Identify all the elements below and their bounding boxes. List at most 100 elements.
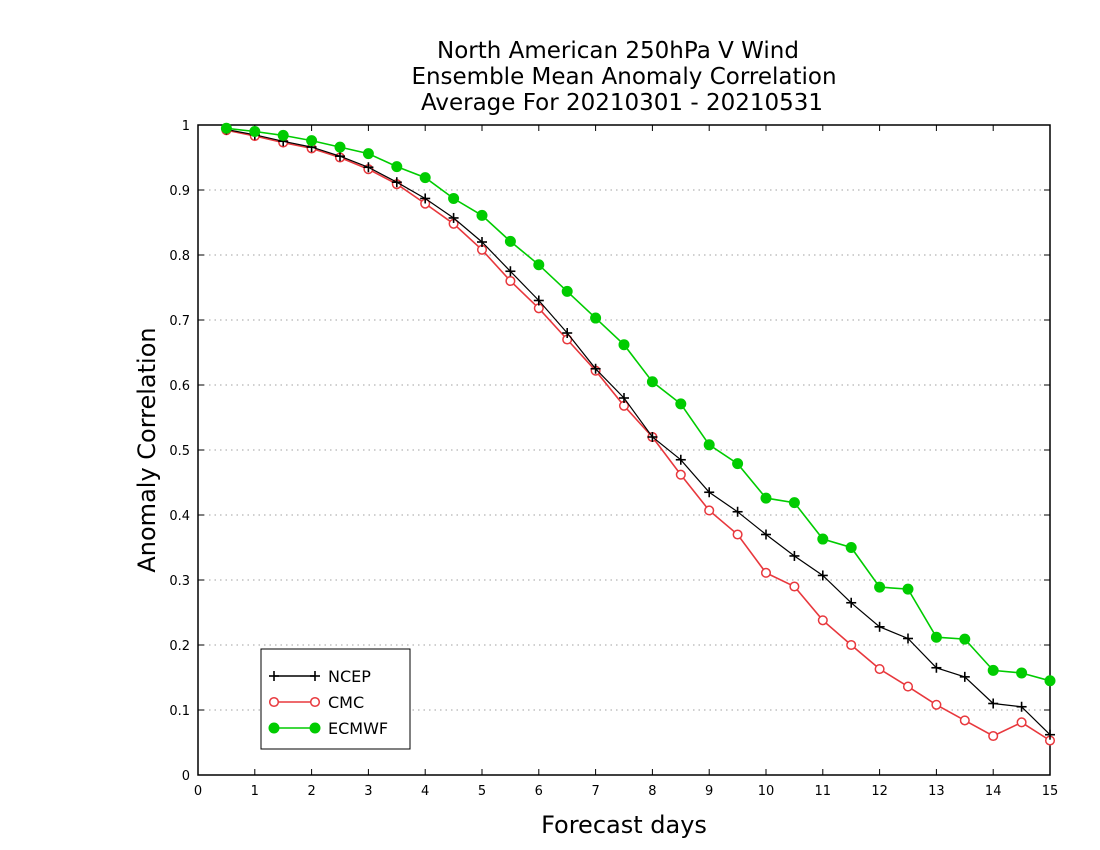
ecmwf-point [732,458,744,470]
ecmwf-point [334,141,346,153]
x-tick-label: 4 [421,784,429,799]
y-tick-label: 0.7 [169,314,190,329]
cmc-point [704,505,715,516]
cmc-point [931,699,942,710]
ecmwf-point [249,126,261,137]
ecmwf-point [703,439,715,451]
legend-marker-cmc [268,696,280,708]
ecmwf-point [987,664,999,676]
x-tick-label: 11 [815,784,832,799]
ecmwf-point [788,497,800,509]
ncep-point [903,633,913,644]
title-line-2: Ensemble Mean Anomaly Correlation [411,64,836,90]
x-axis-label: Forecast days [541,811,707,839]
cmc-point [732,529,743,540]
legend-label-ncep: NCEP [328,667,371,686]
title-line-1: North American 250hPa V Wind [437,38,799,64]
x-tick-label: 7 [591,784,599,799]
x-tick-label: 8 [648,784,656,799]
ecmwf-point [930,631,942,643]
x-tick-label: 15 [1042,784,1059,799]
y-tick-label: 0.3 [169,574,190,589]
cmc-point [988,730,999,742]
axis-ticks: 00.10.20.30.40.50.60.70.80.910 1 2 3 4 5 6 7 8 9 1… [169,119,1058,799]
legend-item-ncep: NCEP [269,667,371,686]
y-tick-label: 0.6 [169,379,190,394]
ecmwf-series [220,122,1056,687]
ncep-point [732,506,743,517]
legend-marker-ecmwf [309,722,321,734]
ncep-point [988,698,999,709]
legend-marker-ncep [310,671,320,681]
ecmwf-point [391,161,403,173]
ncep-point [1045,729,1055,740]
ecmwf-point [646,376,658,388]
ncep-point [846,597,857,608]
ncep-point [391,177,402,188]
cmc-point [675,469,686,480]
x-tick-label: 0 [194,784,202,799]
ncep-point [363,162,374,173]
y-tick-label: 0 [182,769,190,784]
ncep-point [931,662,942,673]
ncep-point [533,295,544,306]
cmc-point [789,581,800,592]
y-axis-label: Anomaly Correlation [133,327,161,572]
ecmwf-point [533,259,545,271]
ncep-point [675,454,686,465]
ecmwf-point [561,285,573,297]
ncep-point [874,621,885,632]
series-layer [220,122,1056,746]
ecmwf-point [845,542,857,553]
ncep-line [226,128,1051,736]
x-tick-label: 14 [985,784,1002,799]
ncep-point [761,529,771,540]
ncep-point [789,550,800,561]
y-tick-label: 0.9 [169,184,190,199]
legend-label-ecmwf: ECMWF [328,719,388,738]
x-tick-label: 6 [535,784,543,799]
ecmwf-point [618,339,630,351]
legend-marker-ncep [269,671,279,681]
ncep-point [562,328,573,338]
ncep-point [420,193,431,204]
y-tick-label: 1 [182,119,190,134]
ecmwf-point [902,583,914,595]
ecmwf-point [959,633,971,645]
legend-item-cmc: CMC [268,693,364,712]
x-tick-label: 1 [251,784,259,799]
cmc-point [846,639,857,651]
ecmwf-point [476,209,488,221]
legend-marker-ecmwf [268,722,280,734]
ecmwf-line [226,127,1051,682]
ncep-point [959,671,970,682]
legend-item-ecmwf: ECMWF [268,719,388,738]
legend-marker-cmc [309,696,321,708]
title-line-3: Average For 20210301 - 20210531 [421,90,823,116]
cmc-point [902,681,914,692]
legend: NCEP CMC ECMWF [260,648,411,750]
x-tick-label: 3 [364,784,372,799]
legend-box [260,648,411,750]
gridlines [198,189,1050,711]
ecmwf-point [504,235,516,247]
ncep-point [704,487,715,498]
x-tick-label: 9 [705,784,713,799]
cmc-point [874,664,885,675]
legend-label-cmc: CMC [328,693,364,712]
y-tick-label: 0.4 [169,509,190,524]
ecmwf-point [1016,667,1028,679]
x-tick-label: 5 [478,784,486,799]
x-tick-label: 13 [928,784,945,799]
cmc-point [505,275,516,287]
ncep-point [647,432,658,442]
ecmwf-point [362,148,374,160]
ecmwf-point [817,533,829,545]
chart-title: North American 250hPa V Wind Ensemble Me… [411,38,836,116]
ecmwf-point [448,192,460,204]
ecmwf-point [306,135,318,147]
x-tick-label: 10 [758,784,775,799]
ecmwf-point [220,122,232,134]
cmc-point [1016,717,1027,728]
